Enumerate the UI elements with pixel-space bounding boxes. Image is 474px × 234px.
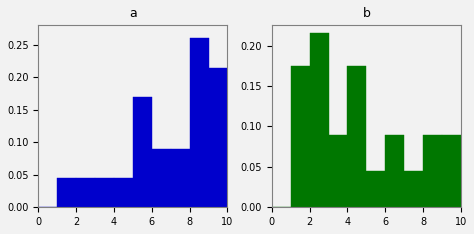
Bar [366, 171, 385, 207]
Bar [291, 66, 310, 207]
Bar [190, 38, 209, 207]
Bar [328, 135, 347, 207]
Bar [385, 135, 404, 207]
Bar [404, 171, 423, 207]
Bar [57, 178, 76, 207]
Bar [133, 97, 152, 207]
Bar [423, 135, 442, 207]
Title: a: a [129, 7, 137, 20]
Bar [310, 33, 328, 207]
Bar [347, 66, 366, 207]
Bar [209, 68, 228, 207]
Bar [152, 149, 171, 207]
Bar [442, 135, 461, 207]
Bar [171, 149, 190, 207]
Bar [76, 178, 95, 207]
Title: b: b [363, 7, 370, 20]
Bar [95, 178, 114, 207]
Bar [114, 178, 133, 207]
